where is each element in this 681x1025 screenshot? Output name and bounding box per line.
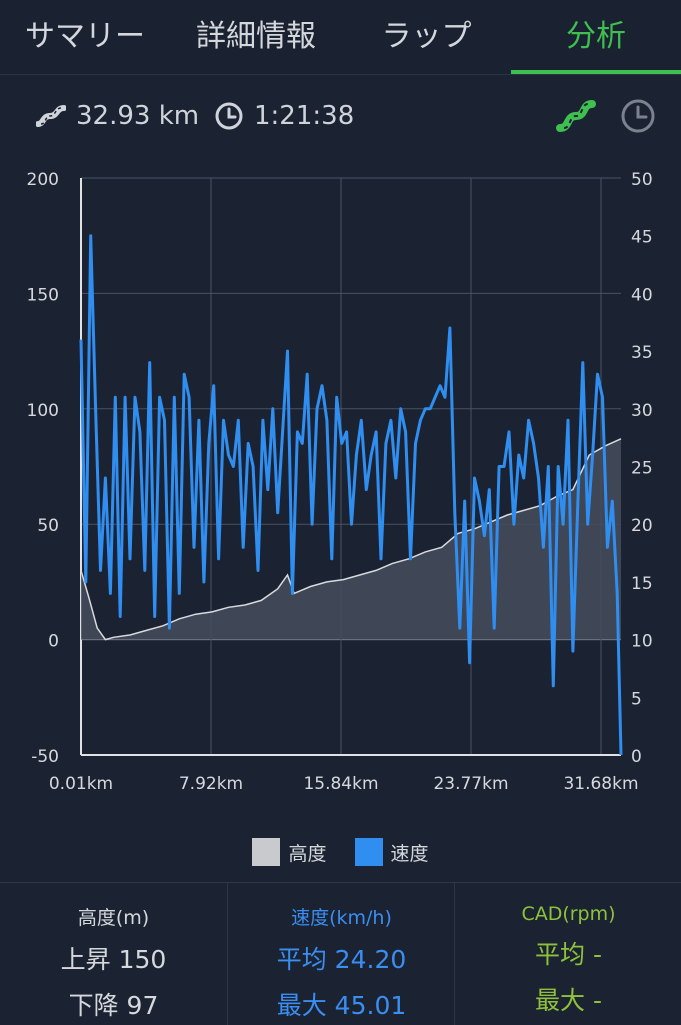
y-left-tick-label: 200 [27, 170, 59, 190]
y-right-tick-label: 50 [631, 170, 653, 190]
distance-mode-button[interactable] [556, 96, 596, 136]
legend-item-altitude: 高度 [252, 838, 327, 866]
time-mode-button[interactable] [618, 96, 658, 136]
legend-label-altitude: 高度 [288, 842, 327, 865]
y-right-tick-label: 20 [631, 516, 653, 536]
altitude-loss: 下降 97 [68, 991, 159, 1020]
y-left-tick-label: 50 [37, 516, 59, 536]
road-icon [36, 105, 66, 127]
distance-value: 32.93 km [76, 101, 200, 131]
cadence-max: 最大 - [535, 986, 602, 1015]
y-right-tick-label: 30 [631, 401, 653, 421]
legend-label-speed: 速度 [390, 842, 429, 865]
y-left-tick-label: -50 [31, 747, 59, 767]
clock-icon [621, 99, 655, 133]
duration-value: 1:21:38 [254, 101, 355, 131]
y-right-tick-label: 5 [631, 689, 642, 709]
analysis-chart: 200150100500-50504540353025201510500.01k… [27, 170, 653, 794]
legend-swatch-speed [354, 838, 383, 866]
y-right-tick-label: 35 [631, 343, 653, 363]
active-tab-indicator [511, 70, 681, 74]
clock-icon [215, 102, 243, 130]
altitude-gain: 上昇 150 [60, 945, 167, 974]
summary-panel: 高度(m) 上昇 150 下降 97 速度(km/h) 平均 24.20 最大 … [0, 882, 681, 1025]
altitude-summary: 高度(m) 上昇 150 下降 97 [0, 883, 227, 1025]
x-tick-label: 31.68km [563, 774, 638, 794]
road-icon [556, 100, 596, 132]
y-left-tick-label: 150 [27, 285, 59, 305]
chart-legend: 高度 速度 [0, 834, 681, 870]
speed-average: 平均 24.20 [276, 945, 407, 974]
speed-summary: 速度(km/h) 平均 24.20 最大 45.01 [227, 883, 455, 1025]
y-right-tick-label: 15 [631, 574, 653, 594]
y-left-tick-label: 0 [48, 632, 59, 652]
y-right-tick-label: 10 [631, 632, 653, 652]
altitude-area [81, 438, 621, 640]
y-right-tick-label: 25 [631, 459, 653, 479]
speed-title: 速度(km/h) [291, 907, 392, 929]
legend-item-speed: 速度 [354, 838, 429, 866]
y-right-tick-label: 0 [631, 747, 642, 767]
tab-bar: サマリー 詳細情報 ラップ 分析 [0, 0, 681, 75]
duration-stat: 1:21:38 [214, 84, 354, 148]
speed-line [79, 234, 623, 756]
x-tick-label: 0.01km [49, 774, 113, 794]
y-right-tick-label: 45 [631, 228, 653, 248]
tab-details[interactable]: 詳細情報 [196, 19, 316, 54]
x-tick-label: 23.77km [433, 774, 508, 794]
tab-summary[interactable]: サマリー [25, 19, 145, 54]
cadence-title: CAD(rpm) [521, 903, 616, 925]
tab-laps[interactable]: ラップ [381, 19, 472, 54]
distance-stat: 32.93 km [36, 84, 199, 148]
x-tick-label: 15.84km [303, 774, 378, 794]
y-right-tick-label: 40 [631, 285, 653, 305]
stats-row: 32.93 km 1:21:38 [0, 84, 681, 148]
speed-max: 最大 45.01 [276, 991, 407, 1020]
cadence-average: 平均 - [535, 940, 602, 969]
y-left-tick-label: 100 [27, 401, 59, 421]
legend-swatch-altitude [252, 838, 281, 866]
x-tick-label: 7.92km [179, 774, 243, 794]
altitude-line [80, 438, 622, 641]
tab-analysis[interactable]: 分析 [566, 19, 626, 54]
cadence-summary: CAD(rpm) 平均 - 最大 - [454, 883, 681, 1025]
altitude-title: 高度(m) [77, 907, 150, 929]
